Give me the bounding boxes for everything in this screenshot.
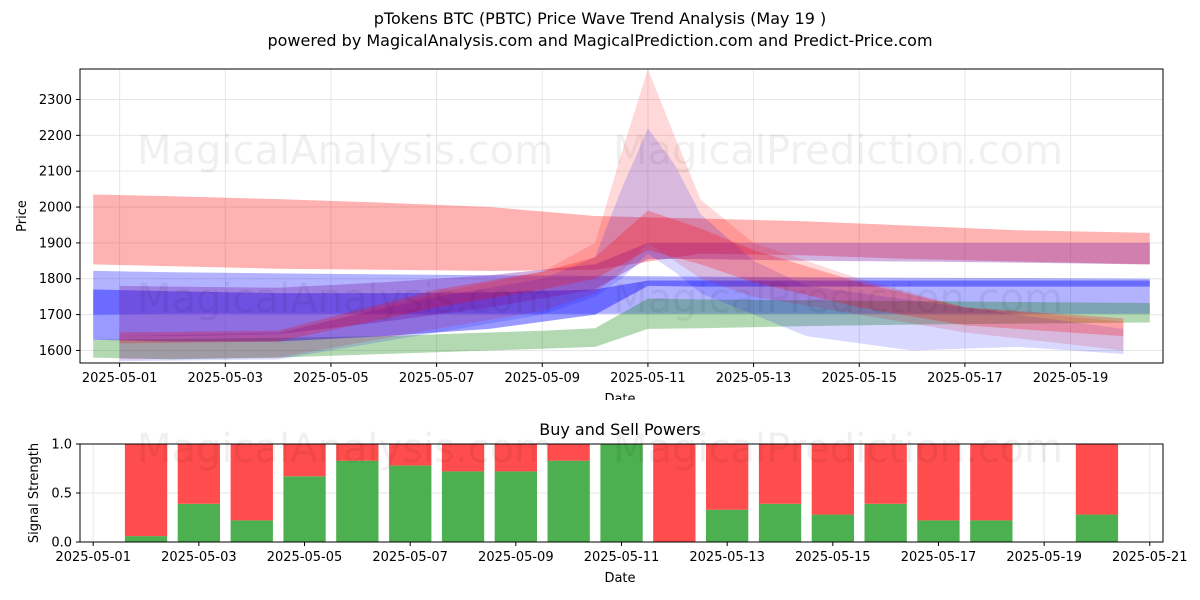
x-tick-label: 2025-05-07 — [372, 550, 448, 565]
y-tick-label: 1.0 — [51, 438, 72, 453]
y-tick-label: 2300 — [39, 93, 72, 108]
x-tick-label: 2025-05-09 — [478, 550, 554, 565]
buy-sell-power-chart: Buy and Sell Powers MagicalAnalysis.com … — [27, 420, 1188, 586]
y-tick-label: 1600 — [39, 344, 72, 359]
y-tick-label: 2000 — [39, 201, 72, 216]
buy-bar — [706, 509, 749, 542]
sell-bar — [283, 444, 326, 477]
buy-bar — [124, 536, 168, 542]
sell-bar — [970, 444, 1013, 521]
buy-bar — [970, 520, 1013, 542]
price-plot-frame — [79, 68, 1164, 364]
buy-bar — [230, 520, 273, 542]
x-tick-label: 2025-05-17 — [927, 371, 1003, 386]
y-tick-label: 1700 — [39, 308, 72, 323]
y-tick-label: 0.0 — [51, 536, 72, 551]
sell-bar — [124, 444, 168, 537]
chart-title: pTokens BTC (PBTC) Price Wave Trend Anal… — [373, 9, 827, 28]
power-chart-title: Buy and Sell Powers — [539, 420, 701, 439]
sell-bar — [811, 444, 854, 515]
buy-bar — [811, 514, 854, 542]
sell-bar — [547, 444, 590, 461]
x-tick-label: 2025-05-07 — [399, 371, 475, 386]
watermark-text: MagicalAnalysis.com — [137, 426, 553, 472]
sell-bar — [864, 444, 907, 504]
x-tick-label: 2025-05-19 — [1006, 550, 1082, 565]
x-tick-label: 2025-05-13 — [716, 371, 792, 386]
watermark-text: MagicalPrediction.com — [613, 276, 1063, 322]
x-tick-label: 2025-05-05 — [293, 371, 369, 386]
x-tick-label: 2025-05-15 — [795, 550, 871, 565]
forecast-band-red — [119, 69, 1124, 360]
forecast-band-red — [119, 210, 1124, 344]
watermark-text: MagicalPrediction.com — [613, 426, 1063, 472]
sell-bar — [917, 444, 960, 521]
forecast-band-blue — [93, 280, 1150, 342]
watermark-text: MagicalAnalysis.com — [137, 128, 553, 174]
x-tick-label: 2025-05-17 — [901, 550, 977, 565]
x-tick-label: 2025-05-01 — [55, 550, 131, 565]
buy-bar — [547, 460, 590, 542]
sell-bar — [389, 444, 432, 466]
x-tick-label: 2025-05-01 — [82, 371, 158, 386]
watermark-text: MagicalAnalysis.com — [137, 276, 553, 322]
sell-bar — [758, 444, 802, 504]
buy-bar — [758, 503, 802, 542]
sell-bar — [1075, 444, 1119, 515]
x-tick-label: 2025-05-09 — [504, 371, 580, 386]
x-tick-label: 2025-05-03 — [161, 550, 237, 565]
buy-bar — [283, 476, 326, 542]
y-tick-label: 2100 — [39, 165, 72, 180]
watermark-text: MagicalPrediction.com — [613, 128, 1063, 174]
forecast-band-blue — [119, 128, 1124, 362]
forecast-band-purple — [119, 242, 1150, 337]
price-y-axis-label: Price — [15, 200, 30, 232]
x-tick-label: 2025-05-19 — [1033, 371, 1109, 386]
buy-bar — [389, 465, 432, 542]
power-y-axis-label: Signal Strength — [27, 443, 42, 543]
y-tick-label: 1800 — [39, 272, 72, 287]
forecast-band-green — [93, 298, 1150, 360]
x-tick-label: 2025-05-11 — [584, 550, 660, 565]
buy-bar — [917, 520, 960, 542]
buy-bar — [494, 471, 537, 542]
x-tick-label: 2025-05-21 — [1112, 550, 1188, 565]
sell-bar — [230, 444, 273, 521]
x-tick-label: 2025-05-11 — [610, 371, 686, 386]
buy-bar — [441, 471, 485, 542]
price-wave-chart: MagicalAnalysis.com MagicalPrediction.co… — [15, 68, 1164, 400]
buy-bar — [600, 444, 643, 542]
buy-bar — [864, 503, 907, 542]
price-x-axis-label: Date — [604, 392, 635, 400]
x-tick-label: 2025-05-13 — [689, 550, 765, 565]
watermark-group: MagicalAnalysis.com MagicalPrediction.co… — [137, 426, 1063, 472]
x-tick-label: 2025-05-15 — [821, 371, 897, 386]
forecast-band-blue — [93, 270, 1150, 315]
buy-bar — [1075, 514, 1119, 542]
sell-bar — [494, 444, 537, 472]
sell-bar — [441, 444, 485, 472]
y-tick-label: 0.5 — [51, 487, 72, 502]
sell-bar — [336, 444, 379, 461]
sell-bar — [177, 444, 220, 504]
y-tick-label: 1900 — [39, 236, 72, 251]
x-tick-label: 2025-05-05 — [267, 550, 343, 565]
chart-subtitle: powered by MagicalAnalysis.com and Magic… — [267, 31, 933, 50]
power-x-axis-label: Date — [604, 571, 635, 586]
watermark-group: MagicalAnalysis.com MagicalPrediction.co… — [137, 128, 1063, 322]
buy-bar — [177, 503, 220, 542]
sell-bar — [653, 444, 696, 542]
buy-bar — [336, 460, 379, 542]
forecast-band-red — [93, 194, 1150, 271]
sell-bar — [706, 444, 749, 510]
x-tick-label: 2025-05-03 — [187, 371, 263, 386]
y-tick-label: 2200 — [39, 129, 72, 144]
